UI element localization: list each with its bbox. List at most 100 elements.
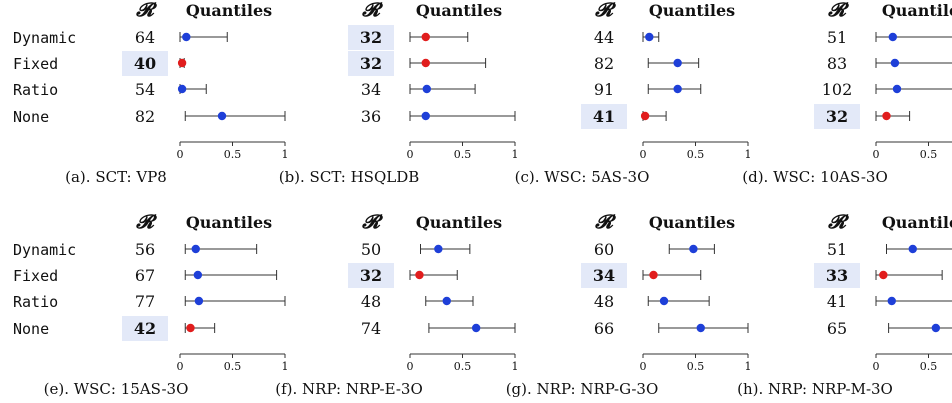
panel-caption: (b). SCT: HSQLDB [279,168,420,186]
r-value: 54 [135,80,155,99]
r-value: 64 [135,28,155,47]
median-dot [892,84,902,94]
median-dot [659,296,669,306]
median-dot [645,32,654,42]
median-dot [908,244,917,254]
r-value: 91 [594,80,614,99]
median-dot [434,244,443,254]
x-tick-label: 0.5 [920,148,938,161]
header-r: 𝓡 [827,0,850,21]
header-r: 𝓡 [594,0,617,21]
x-tick-label: 1 [282,360,289,373]
r-value: 34 [361,80,381,99]
panel: 𝓡 Quantiles 60 34 48 66 0 0.5 1 (g). NRP: NRP-G-3… [506,211,752,398]
x-tick-label: 0.5 [224,360,242,373]
panel: 𝓡 Quantiles 51 33 41 65 0 0.5 1 (h). NRP: NRP-M-3… [737,211,952,398]
r-value: 40 [134,54,156,73]
row-label-dynamic: Dynamic [13,241,76,259]
panel: 𝓡 Quantiles 51 83 102 32 0 0.5 1 (d). WSC: 10AS-3… [742,0,952,186]
best-highlight [122,316,168,341]
x-tick-label: 0.5 [687,360,705,373]
median-dot [890,58,900,68]
panel: 𝓡 Quantiles Dynamic 64 Fixed 40 Ratio 54 None 82 0… [13,0,289,186]
median-dot [177,84,187,94]
row-label-none: None [13,108,49,126]
median-dot [421,32,430,42]
header-quantiles: Quantiles [649,213,735,232]
row-label-fixed: Fixed [13,267,58,285]
panel: 𝓡 Quantiles 32 32 34 36 0 0.5 1 (b). SCT: HSQLDB [279,0,519,186]
r-value: 32 [360,266,382,285]
median-dot [442,296,451,306]
r-value: 48 [361,292,381,311]
median-dot [888,32,897,42]
r-value: 51 [827,28,847,47]
x-tick-label: 0.5 [454,360,472,373]
r-value: 50 [361,240,381,259]
header-quantiles: Quantiles [416,213,502,232]
r-value: 74 [361,319,381,338]
median-dot [415,270,424,280]
header-r: 𝓡 [827,211,850,233]
best-highlight [581,104,627,129]
panel-caption: (d). WSC: 10AS-3O [742,168,888,186]
header-r: 𝓡 [135,0,158,21]
median-dot [182,32,191,42]
x-tick-label: 0 [640,148,647,161]
x-tick-label: 0.5 [920,360,938,373]
median-dot [193,270,203,280]
header-r: 𝓡 [361,211,384,233]
median-dot [194,296,204,306]
median-dot [696,323,705,333]
x-tick-label: 0 [873,148,880,161]
panel-caption: (c). WSC: 5AS-3O [515,168,650,186]
median-dot [177,58,187,68]
median-dot [421,111,430,121]
x-tick-label: 1 [745,148,752,161]
header-quantiles: Quantiles [882,1,952,20]
median-dot [640,111,650,121]
median-dot [931,323,941,333]
median-dot [186,323,195,333]
best-highlight [348,51,394,76]
median-dot [879,270,888,280]
header-quantiles: Quantiles [649,1,735,20]
r-value: 51 [827,240,847,259]
r-value: 33 [826,266,848,285]
header-quantiles: Quantiles [882,213,952,232]
x-tick-label: 1 [745,360,752,373]
x-tick-label: 0 [873,360,880,373]
r-value: 82 [594,54,614,73]
header-quantiles: Quantiles [416,1,502,20]
best-highlight [814,104,860,129]
median-dot [689,244,698,254]
row-label-fixed: Fixed [13,55,58,73]
panel: 𝓡 Quantiles Dynamic 56 Fixed 67 Ratio 77 None 42 0… [13,211,289,398]
panel: 𝓡 Quantiles 44 82 91 41 0 0.5 1 (c). WSC: 5AS-3O [515,0,752,186]
r-value: 65 [827,319,847,338]
r-value: 66 [594,319,614,338]
panel-caption: (f). NRP: NRP-E-3O [275,380,423,398]
x-tick-label: 0.5 [454,148,472,161]
r-value: 48 [594,292,614,311]
panel-caption: (e). WSC: 15AS-3O [44,380,189,398]
x-tick-label: 1 [512,148,519,161]
x-tick-label: 0 [177,148,184,161]
r-value: 42 [134,319,156,338]
header-quantiles: Quantiles [186,213,272,232]
r-value: 34 [593,266,615,285]
median-dot [673,84,682,94]
row-label-ratio: Ratio [13,81,58,99]
r-value: 67 [135,266,155,285]
r-value: 102 [822,80,853,99]
r-value: 41 [827,292,847,311]
best-highlight [348,263,394,288]
row-label-none: None [13,320,49,338]
panel: 𝓡 Quantiles 50 32 48 74 0 0.5 1 (f). NRP: NRP-E-3… [275,211,518,398]
x-tick-label: 1 [512,360,519,373]
median-dot [882,111,891,121]
median-dot [673,58,682,68]
best-highlight [581,263,627,288]
median-dot [471,323,481,333]
header-r: 𝓡 [361,0,384,21]
